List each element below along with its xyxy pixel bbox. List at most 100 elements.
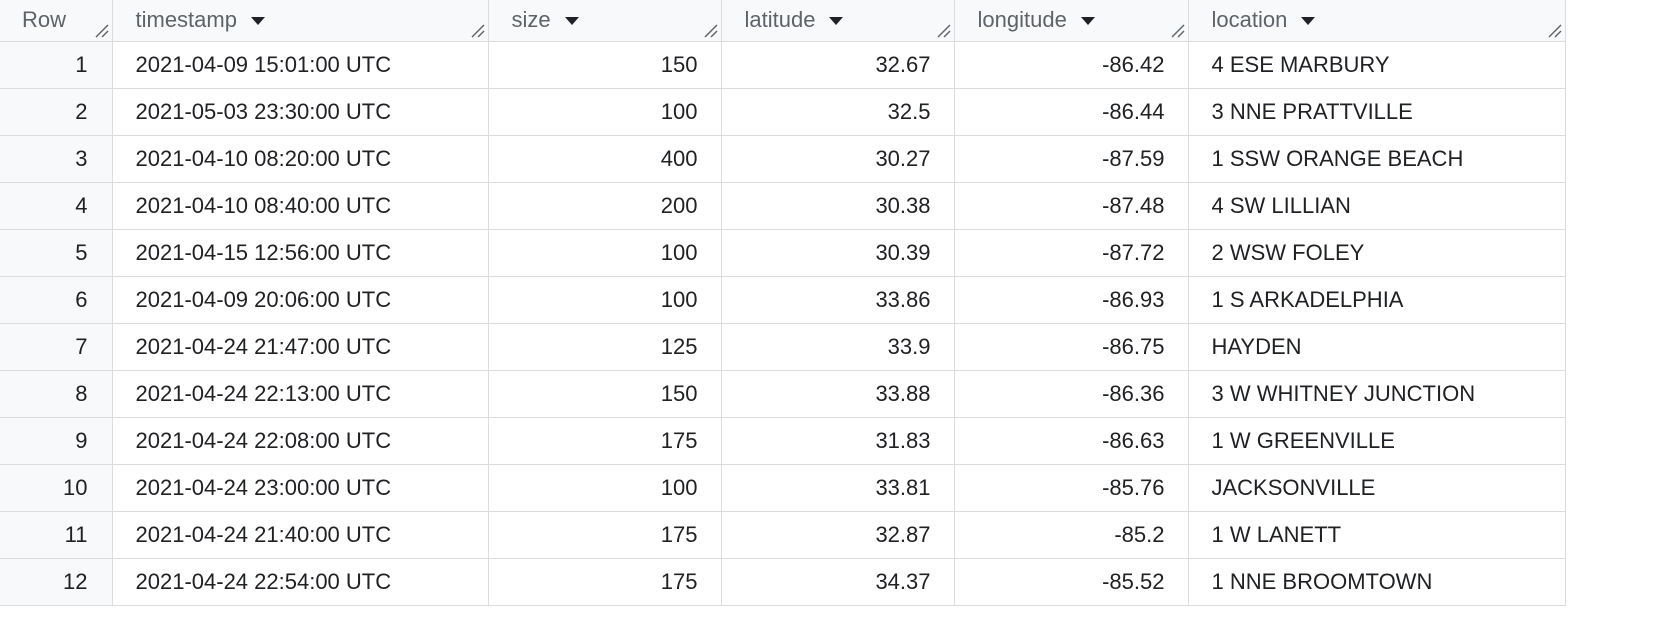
cell-longitude[interactable]: -86.63 bbox=[954, 417, 1189, 465]
cell-size[interactable]: 200 bbox=[488, 182, 722, 230]
column-resize-icon[interactable] bbox=[471, 24, 485, 38]
cell-timestamp[interactable]: 2021-04-24 22:54:00 UTC bbox=[112, 558, 489, 606]
row-number-cell[interactable]: 12 bbox=[0, 558, 113, 606]
cell-location[interactable]: 2 WSW FOLEY bbox=[1188, 229, 1566, 277]
column-resize-icon[interactable] bbox=[704, 24, 718, 38]
cell-longitude[interactable]: -85.76 bbox=[954, 464, 1189, 512]
cell-location[interactable]: 1 SSW ORANGE BEACH bbox=[1188, 135, 1566, 183]
column-header-location[interactable]: location bbox=[1188, 0, 1566, 42]
cell-longitude[interactable]: -86.44 bbox=[954, 88, 1189, 136]
cell-longitude[interactable]: -86.93 bbox=[954, 276, 1189, 324]
cell-location[interactable]: HAYDEN bbox=[1188, 323, 1566, 371]
table-row[interactable]: 7 2021-04-24 21:47:00 UTC 125 33.9 -86.75 HAY… bbox=[0, 323, 1566, 371]
cell-size[interactable]: 400 bbox=[488, 135, 722, 183]
table-row[interactable]: 3 2021-04-10 08:20:00 UTC 400 30.27 -87.59 1 … bbox=[0, 135, 1566, 183]
cell-timestamp[interactable]: 2021-04-24 22:08:00 UTC bbox=[112, 417, 489, 465]
sort-dropdown-icon[interactable] bbox=[1080, 17, 1095, 26]
cell-timestamp[interactable]: 2021-04-24 22:13:00 UTC bbox=[112, 370, 489, 418]
cell-latitude[interactable]: 32.67 bbox=[721, 41, 955, 89]
cell-longitude[interactable]: -87.72 bbox=[954, 229, 1189, 277]
cell-location[interactable]: 3 NNE PRATTVILLE bbox=[1188, 88, 1566, 136]
column-resize-icon[interactable] bbox=[1171, 24, 1185, 38]
row-number-cell[interactable]: 4 bbox=[0, 182, 113, 230]
cell-latitude[interactable]: 33.81 bbox=[721, 464, 955, 512]
table-row[interactable]: 2 2021-05-03 23:30:00 UTC 100 32.5 -86.44 3 N… bbox=[0, 88, 1566, 136]
cell-longitude[interactable]: -87.48 bbox=[954, 182, 1189, 230]
cell-timestamp[interactable]: 2021-05-03 23:30:00 UTC bbox=[112, 88, 489, 136]
sort-dropdown-icon[interactable] bbox=[564, 17, 579, 26]
cell-location[interactable]: JACKSONVILLE bbox=[1188, 464, 1566, 512]
table-row[interactable]: 10 2021-04-24 23:00:00 UTC 100 33.81 -85.76 J… bbox=[0, 464, 1566, 512]
table-row[interactable]: 5 2021-04-15 12:56:00 UTC 100 30.39 -87.72 2 … bbox=[0, 229, 1566, 277]
cell-timestamp[interactable]: 2021-04-10 08:20:00 UTC bbox=[112, 135, 489, 183]
cell-size[interactable]: 100 bbox=[488, 464, 722, 512]
cell-longitude[interactable]: -85.52 bbox=[954, 558, 1189, 606]
cell-size[interactable]: 125 bbox=[488, 323, 722, 371]
cell-latitude[interactable]: 34.37 bbox=[721, 558, 955, 606]
column-header-timestamp[interactable]: timestamp bbox=[112, 0, 489, 42]
column-header-latitude[interactable]: latitude bbox=[721, 0, 955, 42]
table-row[interactable]: 6 2021-04-09 20:06:00 UTC 100 33.86 -86.93 1 … bbox=[0, 276, 1566, 324]
cell-size[interactable]: 175 bbox=[488, 511, 722, 559]
cell-timestamp[interactable]: 2021-04-24 21:47:00 UTC bbox=[112, 323, 489, 371]
cell-timestamp[interactable]: 2021-04-24 23:00:00 UTC bbox=[112, 464, 489, 512]
cell-timestamp[interactable]: 2021-04-10 08:40:00 UTC bbox=[112, 182, 489, 230]
column-resize-icon[interactable] bbox=[937, 24, 951, 38]
column-header-row[interactable]: Row bbox=[0, 0, 113, 42]
row-number-cell[interactable]: 6 bbox=[0, 276, 113, 324]
column-resize-icon[interactable] bbox=[95, 24, 109, 38]
cell-location[interactable]: 4 SW LILLIAN bbox=[1188, 182, 1566, 230]
cell-size[interactable]: 100 bbox=[488, 276, 722, 324]
table-row[interactable]: 11 2021-04-24 21:40:00 UTC 175 32.87 -85.2 1 … bbox=[0, 511, 1566, 559]
table-row[interactable]: 1 2021-04-09 15:01:00 UTC 150 32.67 -86.42 4 … bbox=[0, 41, 1566, 89]
column-resize-icon[interactable] bbox=[1548, 24, 1562, 38]
cell-longitude[interactable]: -85.2 bbox=[954, 511, 1189, 559]
row-number-cell[interactable]: 8 bbox=[0, 370, 113, 418]
cell-longitude[interactable]: -86.42 bbox=[954, 41, 1189, 89]
cell-latitude[interactable]: 33.9 bbox=[721, 323, 955, 371]
row-number-cell[interactable]: 7 bbox=[0, 323, 113, 371]
row-number-cell[interactable]: 2 bbox=[0, 88, 113, 136]
cell-latitude[interactable]: 30.39 bbox=[721, 229, 955, 277]
cell-latitude[interactable]: 33.88 bbox=[721, 370, 955, 418]
row-number-cell[interactable]: 3 bbox=[0, 135, 113, 183]
cell-longitude[interactable]: -86.36 bbox=[954, 370, 1189, 418]
cell-timestamp[interactable]: 2021-04-24 21:40:00 UTC bbox=[112, 511, 489, 559]
column-header-longitude[interactable]: longitude bbox=[954, 0, 1189, 42]
cell-location[interactable]: 1 W LANETT bbox=[1188, 511, 1566, 559]
cell-latitude[interactable]: 32.87 bbox=[721, 511, 955, 559]
cell-size[interactable]: 150 bbox=[488, 41, 722, 89]
cell-size[interactable]: 175 bbox=[488, 558, 722, 606]
cell-latitude[interactable]: 30.38 bbox=[721, 182, 955, 230]
cell-latitude[interactable]: 33.86 bbox=[721, 276, 955, 324]
cell-longitude[interactable]: -86.75 bbox=[954, 323, 1189, 371]
row-number-cell[interactable]: 10 bbox=[0, 464, 113, 512]
cell-location[interactable]: 4 ESE MARBURY bbox=[1188, 41, 1566, 89]
cell-size[interactable]: 150 bbox=[488, 370, 722, 418]
cell-latitude[interactable]: 31.83 bbox=[721, 417, 955, 465]
cell-longitude[interactable]: -87.59 bbox=[954, 135, 1189, 183]
row-number-cell[interactable]: 11 bbox=[0, 511, 113, 559]
table-row[interactable]: 9 2021-04-24 22:08:00 UTC 175 31.83 -86.63 1 … bbox=[0, 417, 1566, 465]
row-number-cell[interactable]: 1 bbox=[0, 41, 113, 89]
cell-location[interactable]: 1 NNE BROOMTOWN bbox=[1188, 558, 1566, 606]
cell-location[interactable]: 1 W GREENVILLE bbox=[1188, 417, 1566, 465]
cell-timestamp[interactable]: 2021-04-09 15:01:00 UTC bbox=[112, 41, 489, 89]
table-row[interactable]: 4 2021-04-10 08:40:00 UTC 200 30.38 -87.48 4 … bbox=[0, 182, 1566, 230]
cell-location[interactable]: 1 S ARKADELPHIA bbox=[1188, 276, 1566, 324]
sort-dropdown-icon[interactable] bbox=[1301, 17, 1316, 26]
cell-size[interactable]: 100 bbox=[488, 88, 722, 136]
table-row[interactable]: 12 2021-04-24 22:54:00 UTC 175 34.37 -85.52 1… bbox=[0, 558, 1566, 606]
cell-size[interactable]: 175 bbox=[488, 417, 722, 465]
column-header-size[interactable]: size bbox=[488, 0, 722, 42]
cell-latitude[interactable]: 32.5 bbox=[721, 88, 955, 136]
cell-latitude[interactable]: 30.27 bbox=[721, 135, 955, 183]
table-row[interactable]: 8 2021-04-24 22:13:00 UTC 150 33.88 -86.36 3 … bbox=[0, 370, 1566, 418]
row-number-cell[interactable]: 5 bbox=[0, 229, 113, 277]
cell-location[interactable]: 3 W WHITNEY JUNCTION bbox=[1188, 370, 1566, 418]
row-number-cell[interactable]: 9 bbox=[0, 417, 113, 465]
sort-dropdown-icon[interactable] bbox=[829, 17, 844, 26]
sort-dropdown-icon[interactable] bbox=[250, 17, 265, 26]
cell-size[interactable]: 100 bbox=[488, 229, 722, 277]
cell-timestamp[interactable]: 2021-04-09 20:06:00 UTC bbox=[112, 276, 489, 324]
